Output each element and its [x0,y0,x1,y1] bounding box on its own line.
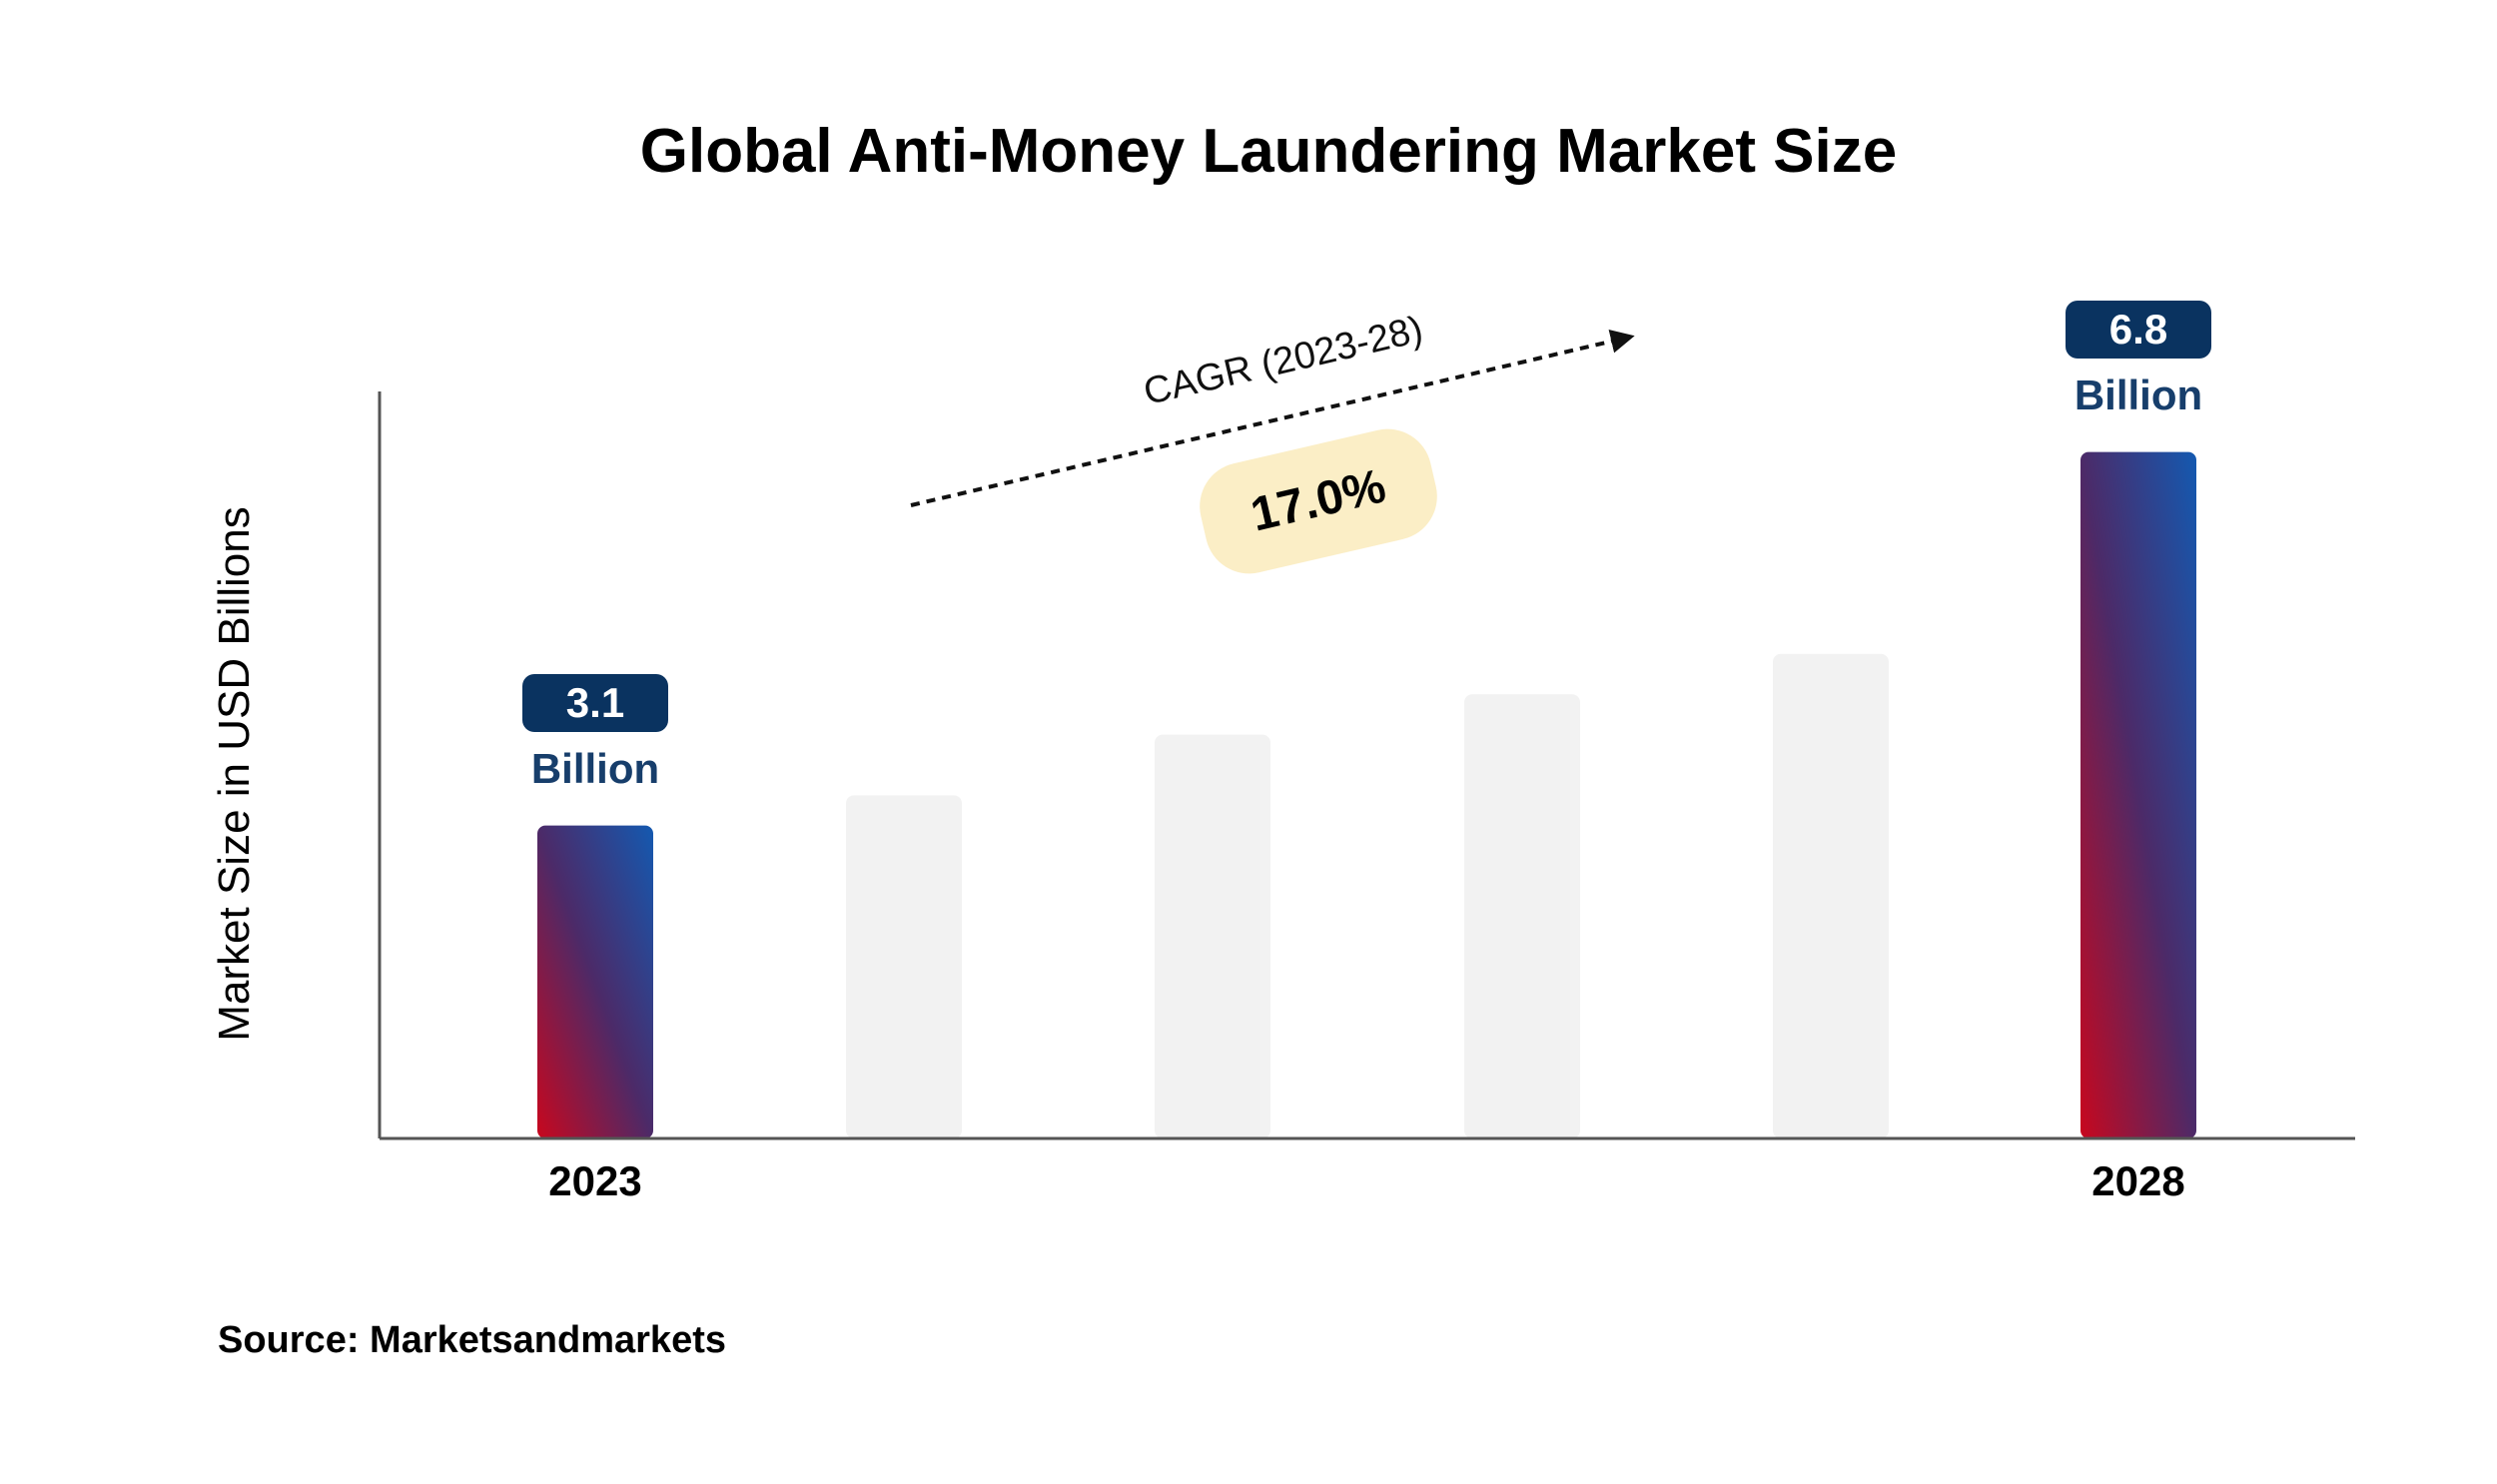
bar-placeholder-2 [846,795,962,1138]
source-note: Source: Marketsandmarkets [218,1319,726,1361]
unit-label-2023: Billion [530,744,660,792]
x-tick-2028: 2028 [2091,1157,2185,1204]
value-badge-2023: 3.1 [522,673,668,732]
bars-group [537,451,2196,1138]
bar-2023 [537,825,653,1138]
bar-placeholder-3 [1155,734,1270,1138]
chart-title: Global Anti-Money Laundering Market Size [639,117,1898,186]
bar-2028 [2081,451,2196,1138]
value-badge-2028: 6.8 [2066,300,2211,359]
x-tick-2023: 2023 [548,1157,642,1204]
bar-placeholder-5 [1773,653,1889,1138]
cagr-arrow [910,330,1635,507]
bar-placeholder-4 [1464,694,1580,1138]
unit-label-2028: Billion [2074,371,2203,418]
